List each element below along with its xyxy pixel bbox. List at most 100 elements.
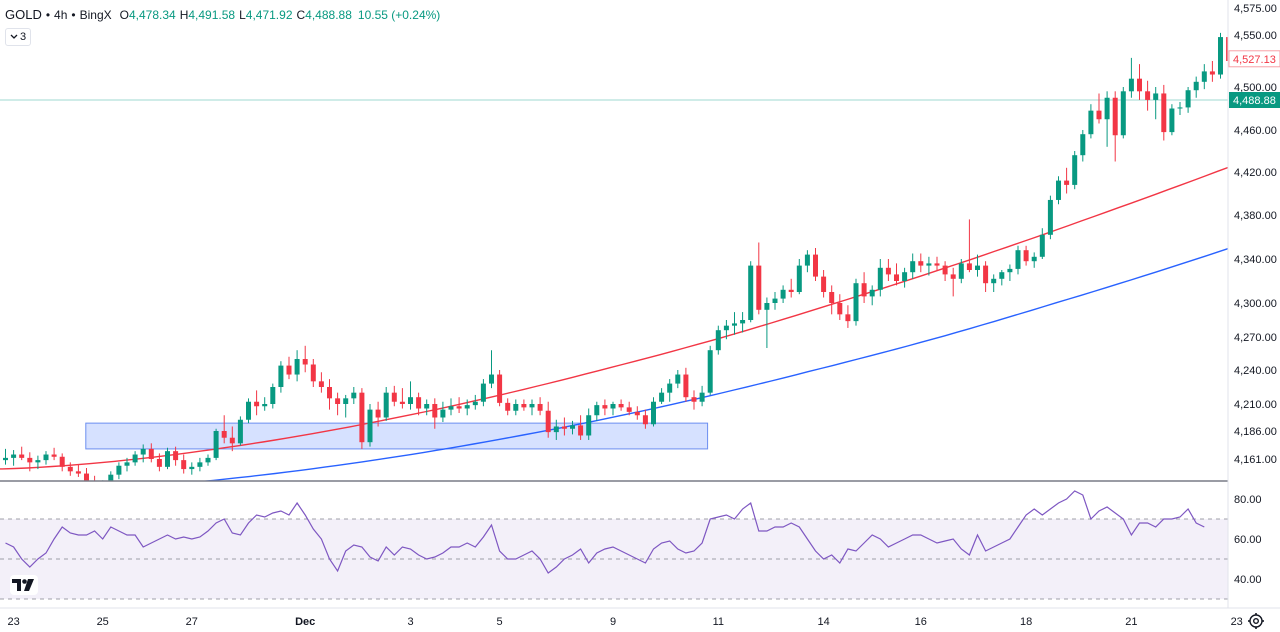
price-tick-label: 4,270.00	[1234, 332, 1277, 344]
candle-body	[221, 431, 227, 438]
candle	[610, 401, 616, 416]
rsi-pane	[0, 490, 1228, 600]
high-label: H	[179, 7, 189, 22]
candle	[594, 401, 600, 421]
candle	[278, 361, 284, 393]
candle	[659, 388, 665, 404]
candle	[813, 248, 818, 281]
candle	[246, 398, 251, 424]
last-price-tag: 4,488.88	[1233, 95, 1276, 107]
high-price-tag-bg	[1228, 50, 1280, 68]
candle	[375, 401, 381, 427]
price-tick-label: 4,161.00	[1234, 454, 1277, 466]
candle-body	[942, 265, 948, 275]
candle	[124, 457, 130, 472]
candle-body	[440, 409, 446, 418]
candle-body	[424, 404, 430, 409]
candle	[270, 383, 276, 409]
candle	[1153, 87, 1159, 120]
candle-body	[1007, 268, 1013, 273]
legend-interval[interactable]: 4h	[54, 7, 68, 22]
candle-body	[399, 401, 405, 404]
candle	[829, 285, 835, 315]
tradingview-logo[interactable]	[10, 575, 38, 595]
candle	[861, 272, 867, 303]
candle-body	[480, 383, 486, 402]
candle-body	[602, 405, 608, 409]
candle	[254, 390, 260, 416]
candle-body	[732, 323, 737, 326]
candle-body	[748, 265, 754, 320]
candle-body	[675, 374, 681, 384]
indicators-collapse-button[interactable]: 3	[5, 28, 31, 46]
candle	[1072, 151, 1078, 190]
candle-body	[318, 381, 324, 387]
candle	[918, 253, 924, 273]
candle-body	[375, 409, 381, 418]
candle	[756, 242, 762, 315]
candle	[1080, 130, 1086, 162]
candle	[35, 455, 41, 470]
candle-body	[213, 431, 219, 458]
candle	[537, 397, 543, 416]
candle-body	[335, 398, 341, 404]
candle-body	[715, 330, 721, 351]
legend-symbol[interactable]: GOLD	[5, 7, 42, 22]
candle-body	[521, 404, 527, 408]
candle-body	[59, 456, 65, 467]
rsi-tick-label: 40.00	[1234, 574, 1262, 586]
candle	[1096, 93, 1102, 124]
time-axis[interactable]: 232527Dec35911141618212325	[7, 616, 1280, 628]
candle	[327, 379, 332, 410]
candle-body	[262, 404, 268, 407]
candle	[1177, 102, 1183, 115]
candle-body	[489, 374, 494, 384]
price-axis[interactable]: 4,575.00 4,550.00 4,500.00 4,460.00 4,420.00…	[1234, 3, 1277, 466]
candle	[1007, 264, 1013, 281]
candle-body	[67, 466, 73, 472]
candle	[132, 451, 138, 466]
candle	[67, 462, 73, 476]
candle	[310, 359, 316, 387]
candle-body	[594, 405, 600, 416]
close-label: C	[296, 7, 306, 22]
candle	[1137, 64, 1142, 100]
candle	[1056, 176, 1061, 205]
candle	[837, 294, 843, 320]
candle-body	[254, 401, 260, 407]
candle-body	[885, 267, 891, 275]
candle	[148, 443, 154, 463]
candle	[561, 417, 567, 436]
candle-body	[821, 276, 827, 292]
candle	[1047, 195, 1053, 240]
candle-body	[578, 425, 584, 436]
candle	[675, 370, 681, 389]
gear-icon[interactable]	[1247, 612, 1265, 630]
candle	[1015, 245, 1021, 275]
candle-body	[545, 410, 551, 433]
time-tick-label: 25	[97, 616, 109, 628]
candle	[286, 356, 292, 380]
candle-body	[132, 454, 138, 463]
candle-body	[1145, 91, 1151, 100]
candle-body	[148, 448, 154, 459]
candle-body	[181, 460, 187, 470]
candle	[845, 305, 851, 328]
candle	[464, 399, 470, 416]
candle-body	[966, 263, 972, 270]
price-tick-label: 4,300.00	[1234, 298, 1277, 310]
candle-body	[634, 411, 640, 416]
candle-body	[165, 451, 170, 467]
legend-separator: •	[71, 7, 76, 22]
candle	[262, 397, 268, 411]
candle-body	[837, 303, 843, 315]
candle-body	[796, 265, 802, 292]
candle-body	[270, 387, 276, 404]
ma-fast-line	[0, 166, 1228, 470]
rsi-axis[interactable]: 80.00 60.00 40.00	[1234, 494, 1262, 586]
candle-body	[853, 283, 859, 322]
candle	[1218, 32, 1223, 79]
candle	[165, 447, 170, 470]
candle	[424, 399, 430, 416]
